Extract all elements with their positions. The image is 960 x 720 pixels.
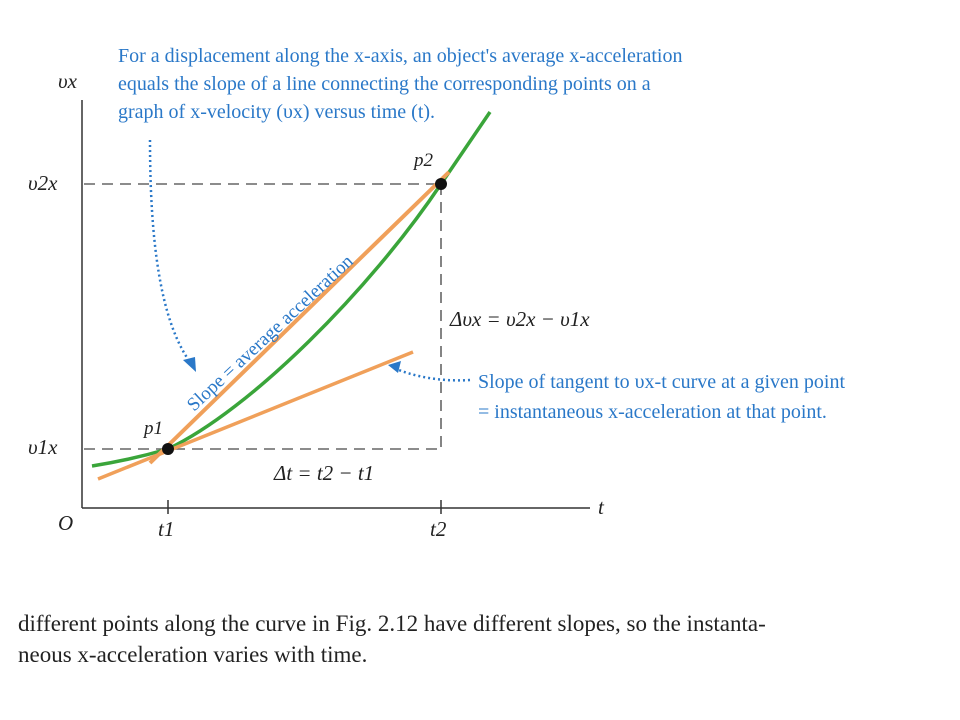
- velocity-curve: [91, 111, 492, 468]
- note-arrow-head: [183, 357, 196, 372]
- top-note-line-1: For a displacement along the x-axis, an …: [118, 45, 682, 67]
- p2-label: p2: [412, 150, 434, 171]
- top-note-line-2: equals the slope of a line connecting th…: [118, 73, 651, 95]
- v1x-tick-label: υ1x: [28, 435, 58, 459]
- v2x-tick-label: υ2x: [28, 171, 58, 195]
- t1-tick-label: t1: [158, 517, 174, 541]
- delta-v-label: Δυx = υ2x − υ1x: [449, 307, 590, 331]
- delta-t-label: Δt = t2 − t1: [273, 461, 374, 485]
- slope-label: Slope = average acceleration: [183, 251, 358, 416]
- tangent-arrow-head: [388, 361, 401, 373]
- x-axis-label: t: [598, 495, 605, 519]
- t2-tick-label: t2: [430, 517, 447, 541]
- point-p1: [162, 443, 174, 455]
- origin-label: O: [58, 511, 73, 535]
- caption-text: different points along the curve in Fig.…: [18, 608, 938, 670]
- secant-line: [148, 170, 451, 465]
- caption-line-1: different points along the curve in Fig.…: [18, 611, 766, 636]
- note-arrow: [148, 139, 192, 363]
- tangent-note-line-2: = instantaneous x-acceleration at that p…: [478, 401, 827, 423]
- p1-label: p1: [142, 418, 163, 439]
- caption-line-2: neous x-acceleration varies with time.: [18, 642, 368, 667]
- point-p2: [435, 178, 447, 190]
- tangent-note-line-1: Slope of tangent to υx-t curve at a give…: [478, 371, 845, 393]
- y-axis-label: υx: [58, 69, 78, 93]
- top-note-line-3: graph of x-velocity (υx) versus time (t)…: [118, 101, 435, 123]
- tangent-arrow: [393, 366, 471, 382]
- tangent-line: [97, 350, 414, 481]
